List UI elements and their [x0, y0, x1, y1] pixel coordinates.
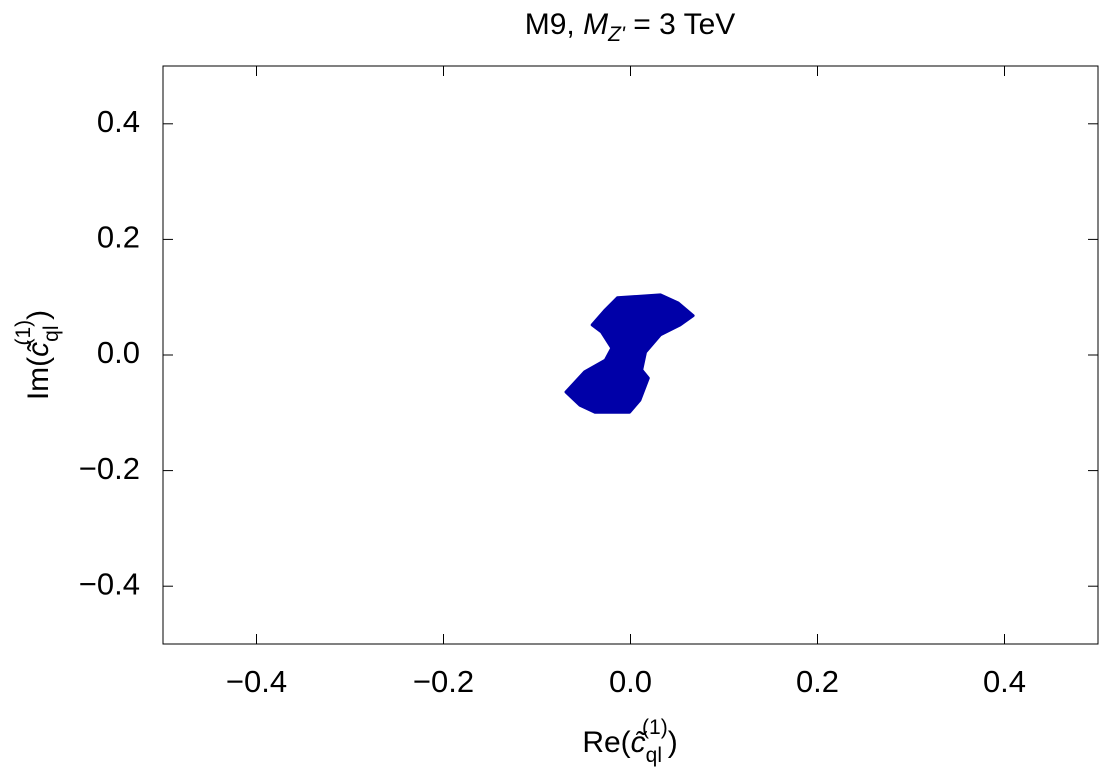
title-suffix: = 3 TeV — [625, 8, 735, 41]
x-label-prefix: Re( — [582, 726, 630, 759]
x-tick-label: −0.2 — [413, 664, 474, 699]
x-tick-label: 0.4 — [983, 664, 1026, 699]
y-label-symbol: c̃ — [22, 340, 55, 357]
y-tick-label: −0.4 — [79, 566, 140, 601]
y-label-suffix: ) — [22, 310, 55, 320]
x-label-subscript: ql — [646, 744, 662, 767]
y-tick-label: 0.2 — [97, 220, 140, 255]
y-tick-label: 0.4 — [97, 104, 140, 139]
y-label-superscript: (1) — [12, 320, 35, 346]
y-axis-label: Im(c̃ql (1)) — [12, 310, 63, 400]
y-label-subscript: ql — [40, 325, 63, 341]
title-symbol: M — [583, 8, 608, 41]
region — [564, 293, 695, 414]
x-label-superscript: (1) — [642, 716, 668, 739]
title-text: M9, — [525, 8, 583, 41]
x-label-symbol: c̃ — [631, 726, 648, 759]
x-tick-label: 0.2 — [796, 664, 839, 699]
title-subscript: Z' — [607, 23, 626, 46]
y-tick-label: −0.2 — [79, 451, 140, 486]
chart-title: M9, MZ' = 3 TeV — [525, 8, 736, 46]
x-label-suffix: ) — [668, 726, 678, 759]
y-tick-label: 0.0 — [97, 335, 140, 370]
x-tick-label: −0.4 — [226, 664, 287, 699]
y-label-prefix: Im( — [22, 357, 55, 400]
x-axis-label: Re(c̃ql (1)) — [582, 716, 677, 767]
x-tick-label: 0.0 — [609, 664, 652, 699]
